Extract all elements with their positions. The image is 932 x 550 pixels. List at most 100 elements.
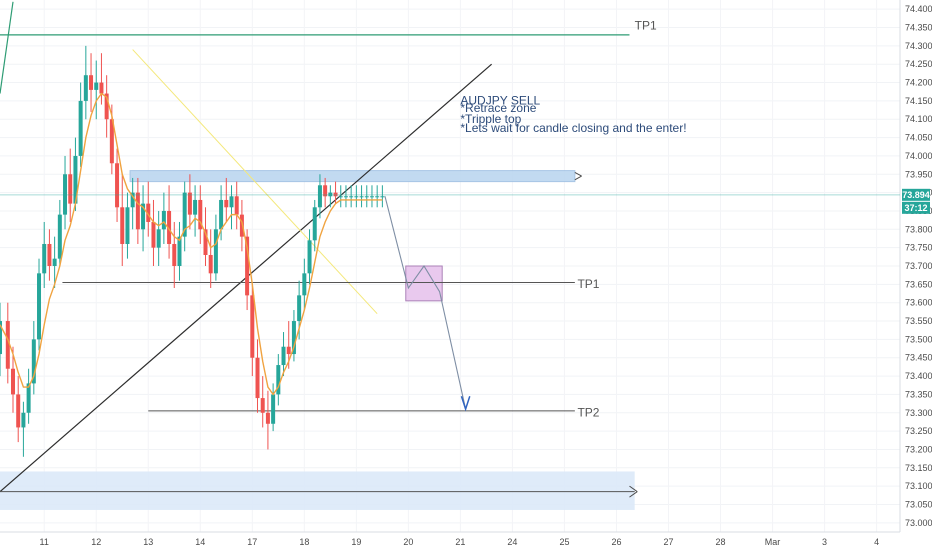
candle-body	[307, 240, 312, 274]
candle-body	[52, 258, 57, 266]
zone-arrow-head-lower	[574, 175, 582, 181]
moving-average-layer	[0, 92, 383, 396]
x-tick-label: 14	[195, 537, 205, 547]
candle-body	[151, 221, 156, 248]
candle-body	[177, 236, 182, 266]
x-tick-label: 24	[507, 537, 517, 547]
y-tick-label: 73.200	[905, 444, 932, 454]
x-tick-label: 25	[559, 537, 569, 547]
x-tick-label: 27	[663, 537, 673, 547]
candle-body	[187, 192, 192, 215]
y-tick-label: 73.600	[905, 298, 932, 308]
resistance-zone	[129, 170, 576, 183]
candle-body	[328, 192, 333, 197]
candle-body	[349, 196, 354, 198]
candle-body	[47, 243, 52, 266]
take-profit-label: TP2	[577, 405, 599, 419]
candle-body	[203, 229, 208, 255]
y-tick-label: 73.150	[905, 463, 932, 473]
y-tick-label: 73.700	[905, 261, 932, 271]
candle-body	[57, 214, 62, 259]
candle-body	[161, 210, 166, 230]
candle-body	[286, 346, 291, 355]
candle-body	[198, 199, 203, 230]
candle-body	[317, 185, 322, 208]
candle-body	[323, 185, 328, 197]
support-arrow-head-upper	[629, 485, 638, 493]
x-tick-label: 26	[611, 537, 621, 547]
candle-body	[26, 383, 31, 413]
candle-body	[208, 254, 213, 274]
candle-body	[343, 196, 348, 198]
candle-body	[130, 192, 135, 208]
candle-body	[229, 196, 234, 208]
descending-yellow-trendline	[132, 49, 378, 315]
candle-body	[182, 192, 187, 237]
candle-body	[219, 199, 224, 230]
candle-body	[115, 163, 120, 208]
candle-body	[359, 196, 364, 198]
x-axis-layer: 11 12 13 14 17 18 19 20 21 24 25 26 27 28 Mar 3 4	[40, 537, 880, 547]
candle-body	[83, 75, 88, 101]
time-axis-background	[0, 532, 900, 550]
candle-body	[260, 398, 265, 413]
y-tick-label: 74.000	[905, 151, 932, 161]
y-tick-label: 73.500	[905, 334, 932, 344]
x-tick-label: 11	[40, 537, 49, 547]
candle-body	[302, 273, 307, 296]
x-tick-label: 20	[403, 537, 413, 547]
candle-body	[104, 93, 109, 120]
y-tick-label: 74.150	[905, 96, 932, 106]
candle-body	[172, 243, 177, 266]
candle-body	[125, 207, 130, 244]
y-axis-layer: 73.000 73.050 73.100 73.150 73.200 73.250 73.3…	[905, 4, 932, 528]
candle-body	[5, 321, 10, 369]
y-tick-label: 73.250	[905, 426, 932, 436]
candle-body	[193, 199, 198, 215]
annotation-note-line: *Retrace zone	[460, 101, 536, 115]
candle-body	[312, 207, 317, 241]
candle-body	[281, 346, 286, 366]
y-tick-label: 73.400	[905, 371, 932, 381]
candle-body	[245, 236, 250, 296]
x-tick-label: 21	[455, 537, 465, 547]
y-tick-label: 74.250	[905, 59, 932, 69]
y-tick-label: 74.200	[905, 78, 932, 88]
take-profit-label: TP1	[577, 277, 599, 291]
current-price-timer-badge	[902, 201, 930, 214]
candle-body	[354, 196, 359, 198]
candle-body	[167, 210, 172, 244]
current-price-value: 73.894	[902, 190, 930, 200]
candle-body	[135, 192, 140, 230]
candle-body	[146, 203, 151, 222]
y-tick-label: 73.650	[905, 279, 932, 289]
candle-body	[89, 75, 94, 90]
projected-price-path	[384, 196, 467, 410]
y-tick-label: 73.050	[905, 499, 932, 509]
demand-zone	[0, 471, 635, 510]
candle-body	[109, 119, 114, 164]
support-arrow-head-lower	[629, 491, 638, 498]
y-tick-label: 74.350	[905, 23, 932, 33]
candle-body	[276, 365, 281, 395]
candle-layer	[0, 45, 385, 457]
x-tick-label: 17	[247, 537, 257, 547]
y-tick-label: 74.400	[905, 4, 932, 14]
y-tick-label: 73.450	[905, 353, 932, 363]
current-price-badge-layer: 73.894 37:12	[0, 188, 930, 214]
candle-body	[380, 196, 385, 198]
annotation-layer: AUDJPY SELL*Retrace zone*Tripple top*Let…	[460, 18, 686, 419]
candle-body	[271, 394, 276, 424]
y-tick-label: 73.100	[905, 481, 932, 491]
top-left-trend-fragment	[0, 1, 14, 94]
candle-body	[37, 273, 42, 340]
current-price-badge	[902, 188, 930, 201]
moving-average-line	[0, 92, 383, 396]
candle-body	[291, 321, 296, 355]
y-tick-label: 73.300	[905, 408, 932, 418]
candle-body	[73, 155, 78, 204]
candle-body	[213, 229, 218, 274]
candle-body	[255, 357, 260, 399]
x-tick-label: 4	[874, 537, 879, 547]
candle-body	[297, 295, 302, 322]
